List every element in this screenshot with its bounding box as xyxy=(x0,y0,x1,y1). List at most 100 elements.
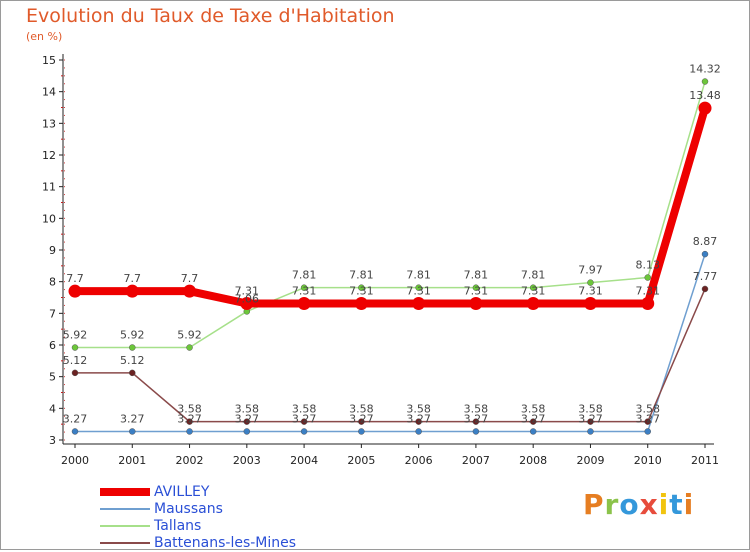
data-label-battenans-les-mines: 3.58 xyxy=(177,403,202,416)
data-point-maussans xyxy=(529,428,537,435)
data-point-maussans xyxy=(300,428,308,435)
data-point-maussans xyxy=(243,428,251,435)
y-axis-dot xyxy=(64,399,65,401)
brand-letter: o xyxy=(619,488,640,521)
data-label-maussans: 3.27 xyxy=(63,412,88,425)
data-label-tallans: 7.81 xyxy=(464,269,489,282)
data-label-battenans-les-mines: 3.58 xyxy=(635,403,660,416)
y-axis-dot xyxy=(64,344,65,346)
data-label-tallans: 7.81 xyxy=(406,269,431,282)
chart-title: Evolution du Taux de Taxe d'Habitation xyxy=(26,5,395,27)
y-axis-dot xyxy=(64,154,65,156)
x-tick-label: 2009 xyxy=(576,454,604,467)
y-tick-label: 12 xyxy=(42,149,56,162)
y-axis-dot xyxy=(64,194,65,196)
data-label-avilley: 7.31 xyxy=(292,285,317,298)
y-axis-dot xyxy=(64,423,65,425)
y-axis-dot xyxy=(64,297,65,298)
y-axis-dot xyxy=(64,186,65,188)
y-axis-dot xyxy=(64,233,65,235)
y-axis-dot xyxy=(64,114,65,116)
data-point-maussans xyxy=(587,428,594,435)
data-point-battenans-les-mines xyxy=(472,418,480,425)
data-label-maussans: 3.27 xyxy=(235,412,260,425)
data-label-avilley: 7.7 xyxy=(181,272,199,285)
brand-letter: i xyxy=(683,488,695,521)
y-axis-dot xyxy=(64,209,65,211)
data-label-maussans: 3.27 xyxy=(120,412,145,425)
y-axis-dot xyxy=(64,122,65,124)
x-tick-label: 2003 xyxy=(233,454,261,467)
y-axis-dot xyxy=(64,249,65,251)
legend-swatch xyxy=(100,508,150,510)
y-axis-dot xyxy=(64,360,65,362)
legend-label: Tallans xyxy=(154,518,202,534)
x-tick-label: 2005 xyxy=(347,454,375,467)
data-label-tallans: 7.06 xyxy=(235,292,260,305)
data-label-avilley: 7.7 xyxy=(124,272,142,285)
x-tick-label: 2010 xyxy=(634,454,662,467)
y-axis-dot xyxy=(64,265,65,267)
y-axis-dot xyxy=(64,138,65,140)
x-tick-label: 2006 xyxy=(405,454,433,467)
data-label-maussans: 3.27 xyxy=(578,412,603,425)
data-point-battenans-les-mines xyxy=(300,418,308,425)
data-label-avilley: 7.31 xyxy=(578,285,603,298)
data-label-tallans: 8.13 xyxy=(635,259,660,272)
data-point-tallans xyxy=(529,284,537,291)
data-label-battenans-les-mines: 3.58 xyxy=(578,403,603,416)
data-point-avilley xyxy=(469,297,483,311)
y-axis-dot xyxy=(64,241,65,243)
data-point-avilley xyxy=(297,297,311,311)
y-axis-dot xyxy=(64,217,65,219)
data-point-battenans-les-mines xyxy=(587,418,594,425)
data-label-maussans: 8.87 xyxy=(693,235,718,248)
data-point-tallans xyxy=(129,344,136,351)
data-label-maussans: 3.27 xyxy=(521,412,546,425)
data-point-battenans-les-mines xyxy=(529,418,537,425)
data-point-tallans xyxy=(358,284,365,291)
y-axis-dot xyxy=(64,130,65,132)
y-axis-dot xyxy=(64,281,65,283)
data-label-tallans: 14.32 xyxy=(689,63,721,76)
data-label-avilley: 7.31 xyxy=(635,285,660,298)
data-label-battenans-les-mines: 3.58 xyxy=(406,403,431,416)
data-label-battenans-les-mines: 3.58 xyxy=(349,403,374,416)
data-point-maussans xyxy=(415,428,422,435)
legend-swatch xyxy=(100,488,150,496)
legend-swatch xyxy=(100,525,150,527)
y-axis-dot xyxy=(64,431,65,433)
x-tick-label: 2001 xyxy=(118,454,146,467)
brand-letter: x xyxy=(639,488,659,521)
data-point-avilley xyxy=(583,297,597,311)
data-point-tallans xyxy=(644,274,651,281)
x-tick-label: 2011 xyxy=(691,454,719,467)
y-axis-dot xyxy=(64,407,65,409)
y-axis-dot xyxy=(64,415,65,417)
y-tick-label: 15 xyxy=(42,54,56,67)
data-label-battenans-les-mines: 5.12 xyxy=(63,354,88,367)
data-point-maussans xyxy=(71,428,79,435)
data-label-tallans: 5.92 xyxy=(177,329,202,342)
y-axis-dot xyxy=(64,146,65,148)
data-point-avilley xyxy=(183,284,197,298)
data-point-avilley xyxy=(240,297,254,311)
legend-label: Maussans xyxy=(154,501,223,517)
y-tick-label: 3 xyxy=(49,434,56,447)
data-label-battenans-les-mines: 3.58 xyxy=(521,403,546,416)
y-axis-dot xyxy=(64,368,65,370)
y-tick-label: 8 xyxy=(49,276,56,289)
series-line-maussans xyxy=(74,253,706,433)
data-point-avilley xyxy=(68,284,82,298)
data-label-tallans: 7.81 xyxy=(521,269,546,282)
data-label-avilley: 7.31 xyxy=(521,285,546,298)
y-axis-dot xyxy=(64,376,65,378)
brand-logo: Proxiti xyxy=(583,488,694,521)
data-point-tallans xyxy=(587,279,594,286)
data-point-maussans xyxy=(472,428,480,435)
data-point-battenans-les-mines xyxy=(129,369,136,377)
y-tick-label: 9 xyxy=(49,244,56,257)
data-point-avilley xyxy=(698,101,712,115)
